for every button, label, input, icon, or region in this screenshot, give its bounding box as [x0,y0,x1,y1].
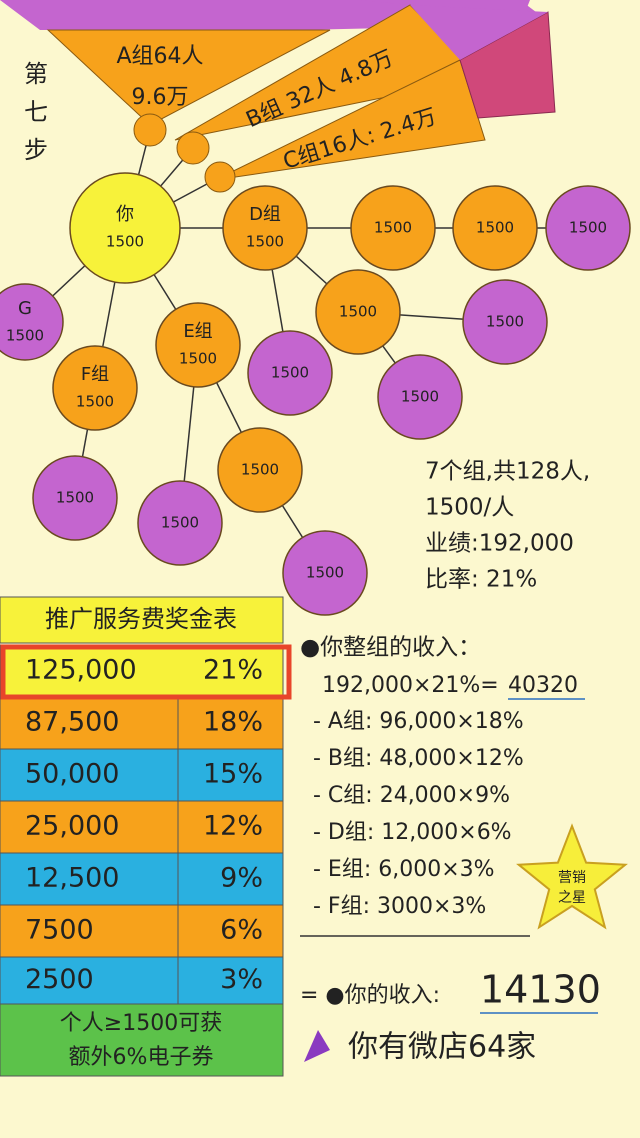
table-amount: 125,000 [25,655,137,686]
node [137,480,223,566]
node-value: 1500 [106,233,144,251]
badge-text: 之星 [558,890,586,906]
node [222,185,308,271]
table-title-bg [0,596,284,644]
party-icon [304,1030,330,1062]
summary-line: 业绩:192,000 [425,531,574,557]
table-rate: 15% [203,759,263,790]
node [217,427,303,513]
step-label: 步 [24,136,48,164]
node-value: 1500 [271,364,309,382]
node [315,269,401,355]
income-formula: 192,000×21%= [322,673,499,698]
table-row-bg [0,852,284,906]
table-row-bg [0,904,284,958]
node [155,302,241,388]
income-heading: ●你整组的收入： [300,635,481,661]
node-name: 你 [116,204,134,225]
node-name: F组 [81,364,109,385]
node-value: 1500 [56,489,94,507]
table-row-bg [0,748,284,802]
table-rate: 12% [203,811,263,842]
node [52,345,138,431]
table-amount: 50,000 [25,759,119,790]
node-value: 1500 [339,303,377,321]
income-item: - C组: 24,000×9% [313,783,510,808]
table-amount: 87,500 [25,707,119,738]
income-item: - E组: 6,000×3% [313,857,495,882]
fan-block [459,11,556,119]
node-value: 1500 [374,219,412,237]
step-label: 七 [24,98,48,126]
table-rate: 9% [220,863,263,894]
node-value: 1500 [486,313,524,331]
node-name: D组 [249,204,281,225]
connector [204,161,236,193]
summary-line: 1500/人 [425,495,514,521]
node [0,283,64,361]
node-value: 1500 [306,564,344,582]
step-label: 第 [24,60,48,88]
node-value: 1500 [161,514,199,532]
fan-a [46,29,331,126]
node-value: 1500 [6,327,44,345]
table-amount: 7500 [25,915,94,946]
node-value: 1500 [569,219,607,237]
table-amount: 12,500 [25,863,119,894]
table-row-bg [0,800,284,854]
fan-label: A组64人 [116,44,203,69]
table-rate: 3% [220,964,263,995]
table-rate: 21% [203,655,263,686]
table-rate: 6% [220,915,263,946]
node [462,279,548,365]
node-value: 1500 [179,350,217,368]
node [350,185,436,271]
table-footer-bg [0,1003,284,1077]
shops: 你有微店64家 [348,1030,536,1065]
node-name: E组 [183,321,212,342]
table-amount: 2500 [25,964,94,995]
node [32,455,118,541]
connector [133,113,167,147]
node-value: 1500 [401,388,439,406]
table-rate: 18% [203,707,263,738]
connector [176,131,210,165]
income-item: - F组: 3000×3% [313,894,486,919]
badge-star [516,823,628,930]
table-amount: 25,000 [25,811,119,842]
badge-text: 营销 [558,870,586,886]
node [282,530,368,616]
total-value: 14130 [480,968,601,1012]
node-value: 1500 [246,233,284,251]
node-name: G [18,298,32,319]
total-label: = ●你的收入: [300,983,440,1008]
node [377,354,463,440]
table-footer: 个人≥1500可获 [60,1011,222,1036]
income-item: - D组: 12,000×6% [313,820,512,845]
summary-line: 7个组,共128人, [425,459,590,485]
node [69,172,181,284]
summary-line: 比率: 21% [425,567,537,593]
node-value: 1500 [476,219,514,237]
table-footer: 额外6%电子券 [69,1045,214,1070]
node [545,185,631,271]
fan-label: 9.6万 [132,85,189,110]
fan-b-end [410,5,548,60]
table-title: 推广服务费奖金表 [45,605,237,633]
income-item: - A组: 96,000×18% [313,709,524,734]
node-value: 1500 [241,461,279,479]
node [452,185,538,271]
node [247,330,333,416]
table-row-bg [0,696,284,750]
income-item: - B组: 48,000×12% [313,746,524,771]
node-value: 1500 [76,393,114,411]
income-formula-result: 40320 [508,673,578,698]
highlight-box [0,644,292,700]
